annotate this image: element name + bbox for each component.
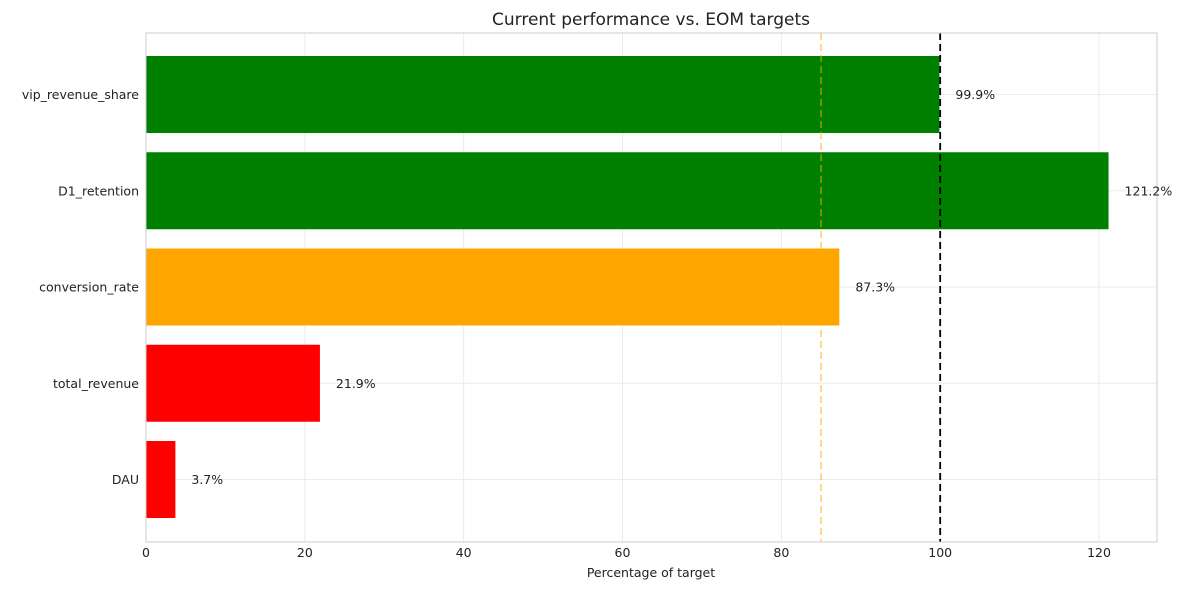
- bar-value-label: 99.9%: [955, 87, 995, 102]
- plot-frame: [145, 32, 1158, 543]
- x-tick-label: 40: [456, 545, 472, 560]
- x-tick-label: 120: [1087, 545, 1111, 560]
- y-tick-label: total_revenue: [53, 376, 139, 391]
- x-tick-label: 20: [297, 545, 313, 560]
- bar: [146, 56, 940, 133]
- x-axis-label: Percentage of target: [587, 565, 715, 580]
- bar-value-label: 87.3%: [855, 280, 895, 295]
- bar: [146, 152, 1109, 230]
- bars: [146, 56, 1109, 518]
- x-tick-label: 80: [773, 545, 789, 560]
- y-tick-label: vip_revenue_share: [22, 87, 139, 102]
- bar-value-label: 3.7%: [191, 472, 223, 487]
- y-tick-label: conversion_rate: [39, 280, 139, 295]
- bar-value-label: 121.2%: [1125, 183, 1173, 198]
- bar: [146, 344, 320, 422]
- x-tick-label: 100: [928, 545, 952, 560]
- x-tick-label: 0: [142, 545, 150, 560]
- bar-value-label: 21.9%: [336, 376, 376, 391]
- y-tick-label: D1_retention: [58, 183, 139, 198]
- x-tick-label: 60: [615, 545, 631, 560]
- y-tick-labels: vip_revenue_share D1_retention conversion_…: [22, 87, 139, 487]
- chart-title: Current performance vs. EOM targets: [492, 10, 810, 30]
- data-labels: 99.9% 121.2% 87.3% 21.9% 3.7%: [191, 87, 1172, 487]
- bar: [146, 441, 176, 518]
- reference-lines: [820, 33, 942, 542]
- y-tick-label: DAU: [112, 472, 139, 487]
- bar: [146, 248, 840, 326]
- x-tick-labels: 0 20 40 60 80 100 120: [142, 545, 1111, 560]
